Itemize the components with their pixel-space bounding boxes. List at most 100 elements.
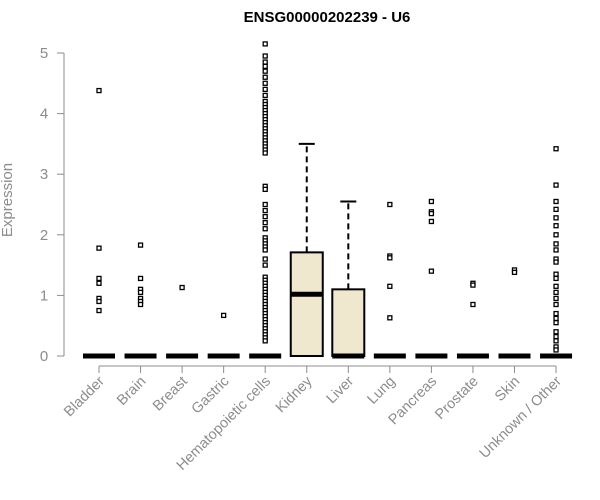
box-iqr bbox=[331, 288, 366, 357]
outlier-point bbox=[137, 301, 144, 308]
box-group bbox=[83, 87, 115, 359]
outlier-point bbox=[262, 86, 268, 93]
box-group bbox=[373, 201, 406, 359]
outlier-point bbox=[553, 347, 559, 353]
outlier-point bbox=[553, 329, 559, 335]
outlier-point bbox=[137, 242, 144, 248]
outlier-point bbox=[470, 282, 476, 288]
y-tick-label: 1 bbox=[40, 287, 48, 304]
outlier-point bbox=[553, 301, 559, 308]
outlier-point bbox=[262, 59, 268, 65]
outlier-point bbox=[262, 247, 268, 253]
box-group bbox=[540, 146, 573, 359]
outlier-point bbox=[262, 41, 268, 47]
outlier-point bbox=[553, 182, 559, 188]
x-tick-label: Liver bbox=[324, 373, 358, 407]
y-axis: 0 1 2 3 4 5 bbox=[40, 45, 65, 365]
box-group bbox=[415, 198, 448, 359]
x-tick-label: Kidney bbox=[273, 373, 316, 416]
x-tick-label: Brain bbox=[114, 374, 149, 409]
outlier-point bbox=[553, 310, 559, 317]
x-tick-label: Lung bbox=[365, 374, 399, 408]
outlier-point bbox=[262, 220, 268, 226]
outlier-point bbox=[428, 268, 435, 274]
y-axis-label: Expression bbox=[0, 163, 16, 237]
outlier-point bbox=[262, 150, 268, 156]
box-group bbox=[331, 200, 366, 359]
outlier-point bbox=[96, 275, 102, 282]
outlier-point bbox=[553, 295, 559, 302]
outlier-point bbox=[511, 269, 518, 276]
outlier-point bbox=[262, 213, 268, 220]
y-tick-label: 3 bbox=[40, 166, 48, 183]
outlier-point bbox=[553, 275, 559, 282]
outlier-point bbox=[387, 255, 393, 261]
outlier-point bbox=[96, 298, 102, 305]
box-group bbox=[166, 284, 199, 359]
outlier-point bbox=[553, 271, 559, 277]
y-tick-label: 0 bbox=[40, 348, 48, 365]
outlier-point bbox=[553, 315, 559, 322]
outlier-point bbox=[553, 232, 559, 238]
outlier-point bbox=[262, 201, 268, 208]
outlier-point bbox=[262, 262, 268, 268]
outlier-point bbox=[553, 215, 559, 221]
box-group bbox=[124, 242, 157, 359]
outlier-point bbox=[262, 207, 268, 214]
x-tick-label: Breast bbox=[150, 374, 191, 415]
outlier-point bbox=[262, 53, 268, 59]
outlier-point bbox=[428, 210, 435, 217]
outlier-point bbox=[137, 275, 144, 282]
chart-title: ENSG00000202239 - U6 bbox=[244, 9, 411, 26]
outlier-point bbox=[262, 92, 268, 99]
outlier-point bbox=[553, 320, 559, 326]
outlier-point bbox=[553, 259, 559, 265]
outlier-point bbox=[96, 87, 102, 94]
box-group bbox=[249, 41, 282, 359]
outlier-point bbox=[553, 241, 559, 247]
outlier-point bbox=[137, 289, 144, 296]
outlier-point bbox=[262, 226, 268, 232]
outlier-point bbox=[262, 186, 268, 193]
plot-area bbox=[83, 41, 573, 359]
outlier-point bbox=[553, 198, 559, 205]
outlier-point bbox=[262, 256, 268, 262]
box-group bbox=[456, 280, 489, 359]
outlier-point bbox=[428, 198, 435, 205]
x-tick-label: Prostate bbox=[432, 374, 481, 423]
outlier-point bbox=[262, 80, 268, 86]
box-group bbox=[207, 312, 240, 359]
y-tick-label: 2 bbox=[40, 227, 48, 244]
outlier-point bbox=[220, 312, 227, 319]
outlier-point bbox=[553, 333, 559, 340]
x-tick-label: Skin bbox=[492, 374, 523, 405]
outlier-point bbox=[387, 283, 393, 289]
outlier-point bbox=[470, 301, 476, 308]
box-group bbox=[498, 267, 531, 359]
outlier-point bbox=[553, 206, 559, 212]
outlier-point bbox=[179, 284, 185, 291]
box-iqr bbox=[289, 251, 324, 357]
box-group bbox=[289, 142, 324, 357]
outlier-point bbox=[262, 68, 268, 74]
y-tick-label: 4 bbox=[40, 106, 48, 123]
outlier-point bbox=[553, 223, 559, 229]
outlier-point bbox=[553, 247, 559, 253]
outlier-point bbox=[262, 74, 268, 80]
x-tick-label: Bladder bbox=[61, 373, 108, 420]
outlier-point bbox=[262, 63, 268, 69]
outlier-point bbox=[262, 338, 268, 344]
outlier-point bbox=[553, 289, 559, 296]
outlier-point bbox=[96, 280, 102, 286]
outlier-point bbox=[96, 245, 102, 251]
outlier-point bbox=[428, 218, 435, 225]
outlier-point bbox=[553, 146, 559, 152]
outlier-point bbox=[96, 307, 102, 314]
outlier-point bbox=[553, 283, 559, 289]
y-tick-label: 5 bbox=[40, 45, 48, 62]
outlier-point bbox=[387, 315, 393, 321]
outlier-point bbox=[553, 338, 559, 344]
